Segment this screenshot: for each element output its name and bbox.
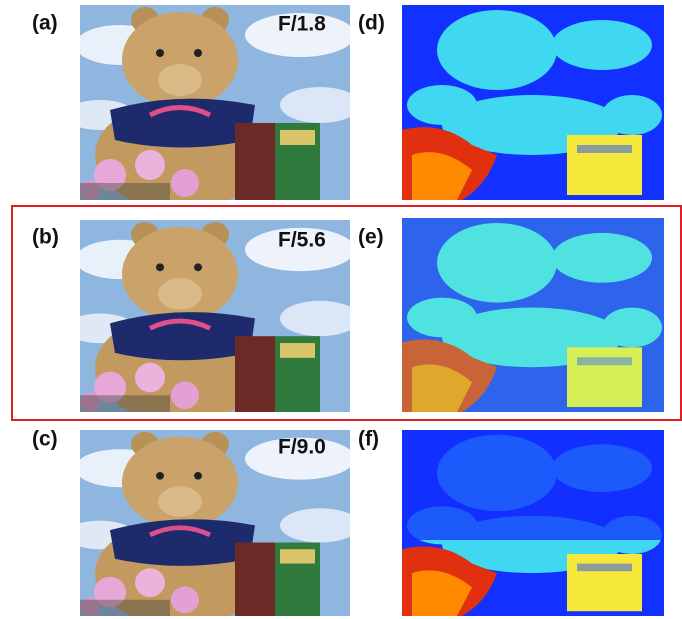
panel-a: (a) F/1.8 [32,5,360,210]
panel-label: (d) [358,12,385,35]
figure: (a) F/1.8 (b) F/5.6 (c) F/9.0 (d) (e) (f… [0,0,682,619]
panel-label: (e) [358,226,384,249]
panel-label: (c) [32,428,58,451]
panel-label: (a) [32,12,58,35]
panel-e: (e) [358,218,664,412]
tint [402,430,664,540]
tint [402,218,664,412]
panel-f: (f) [358,428,664,616]
panel-label: (f) [358,428,379,451]
panel-d: (d) [358,5,664,200]
aperture-label: F/1.8 [278,13,326,36]
depth-map [402,5,664,200]
panel-c: (c) F/9.0 [32,428,360,619]
photo [65,5,360,210]
aperture-label: F/5.6 [278,229,326,252]
panel-label: (b) [32,226,59,249]
aperture-label: F/9.0 [278,436,326,459]
panel-b: (b) F/5.6 [32,220,360,422]
